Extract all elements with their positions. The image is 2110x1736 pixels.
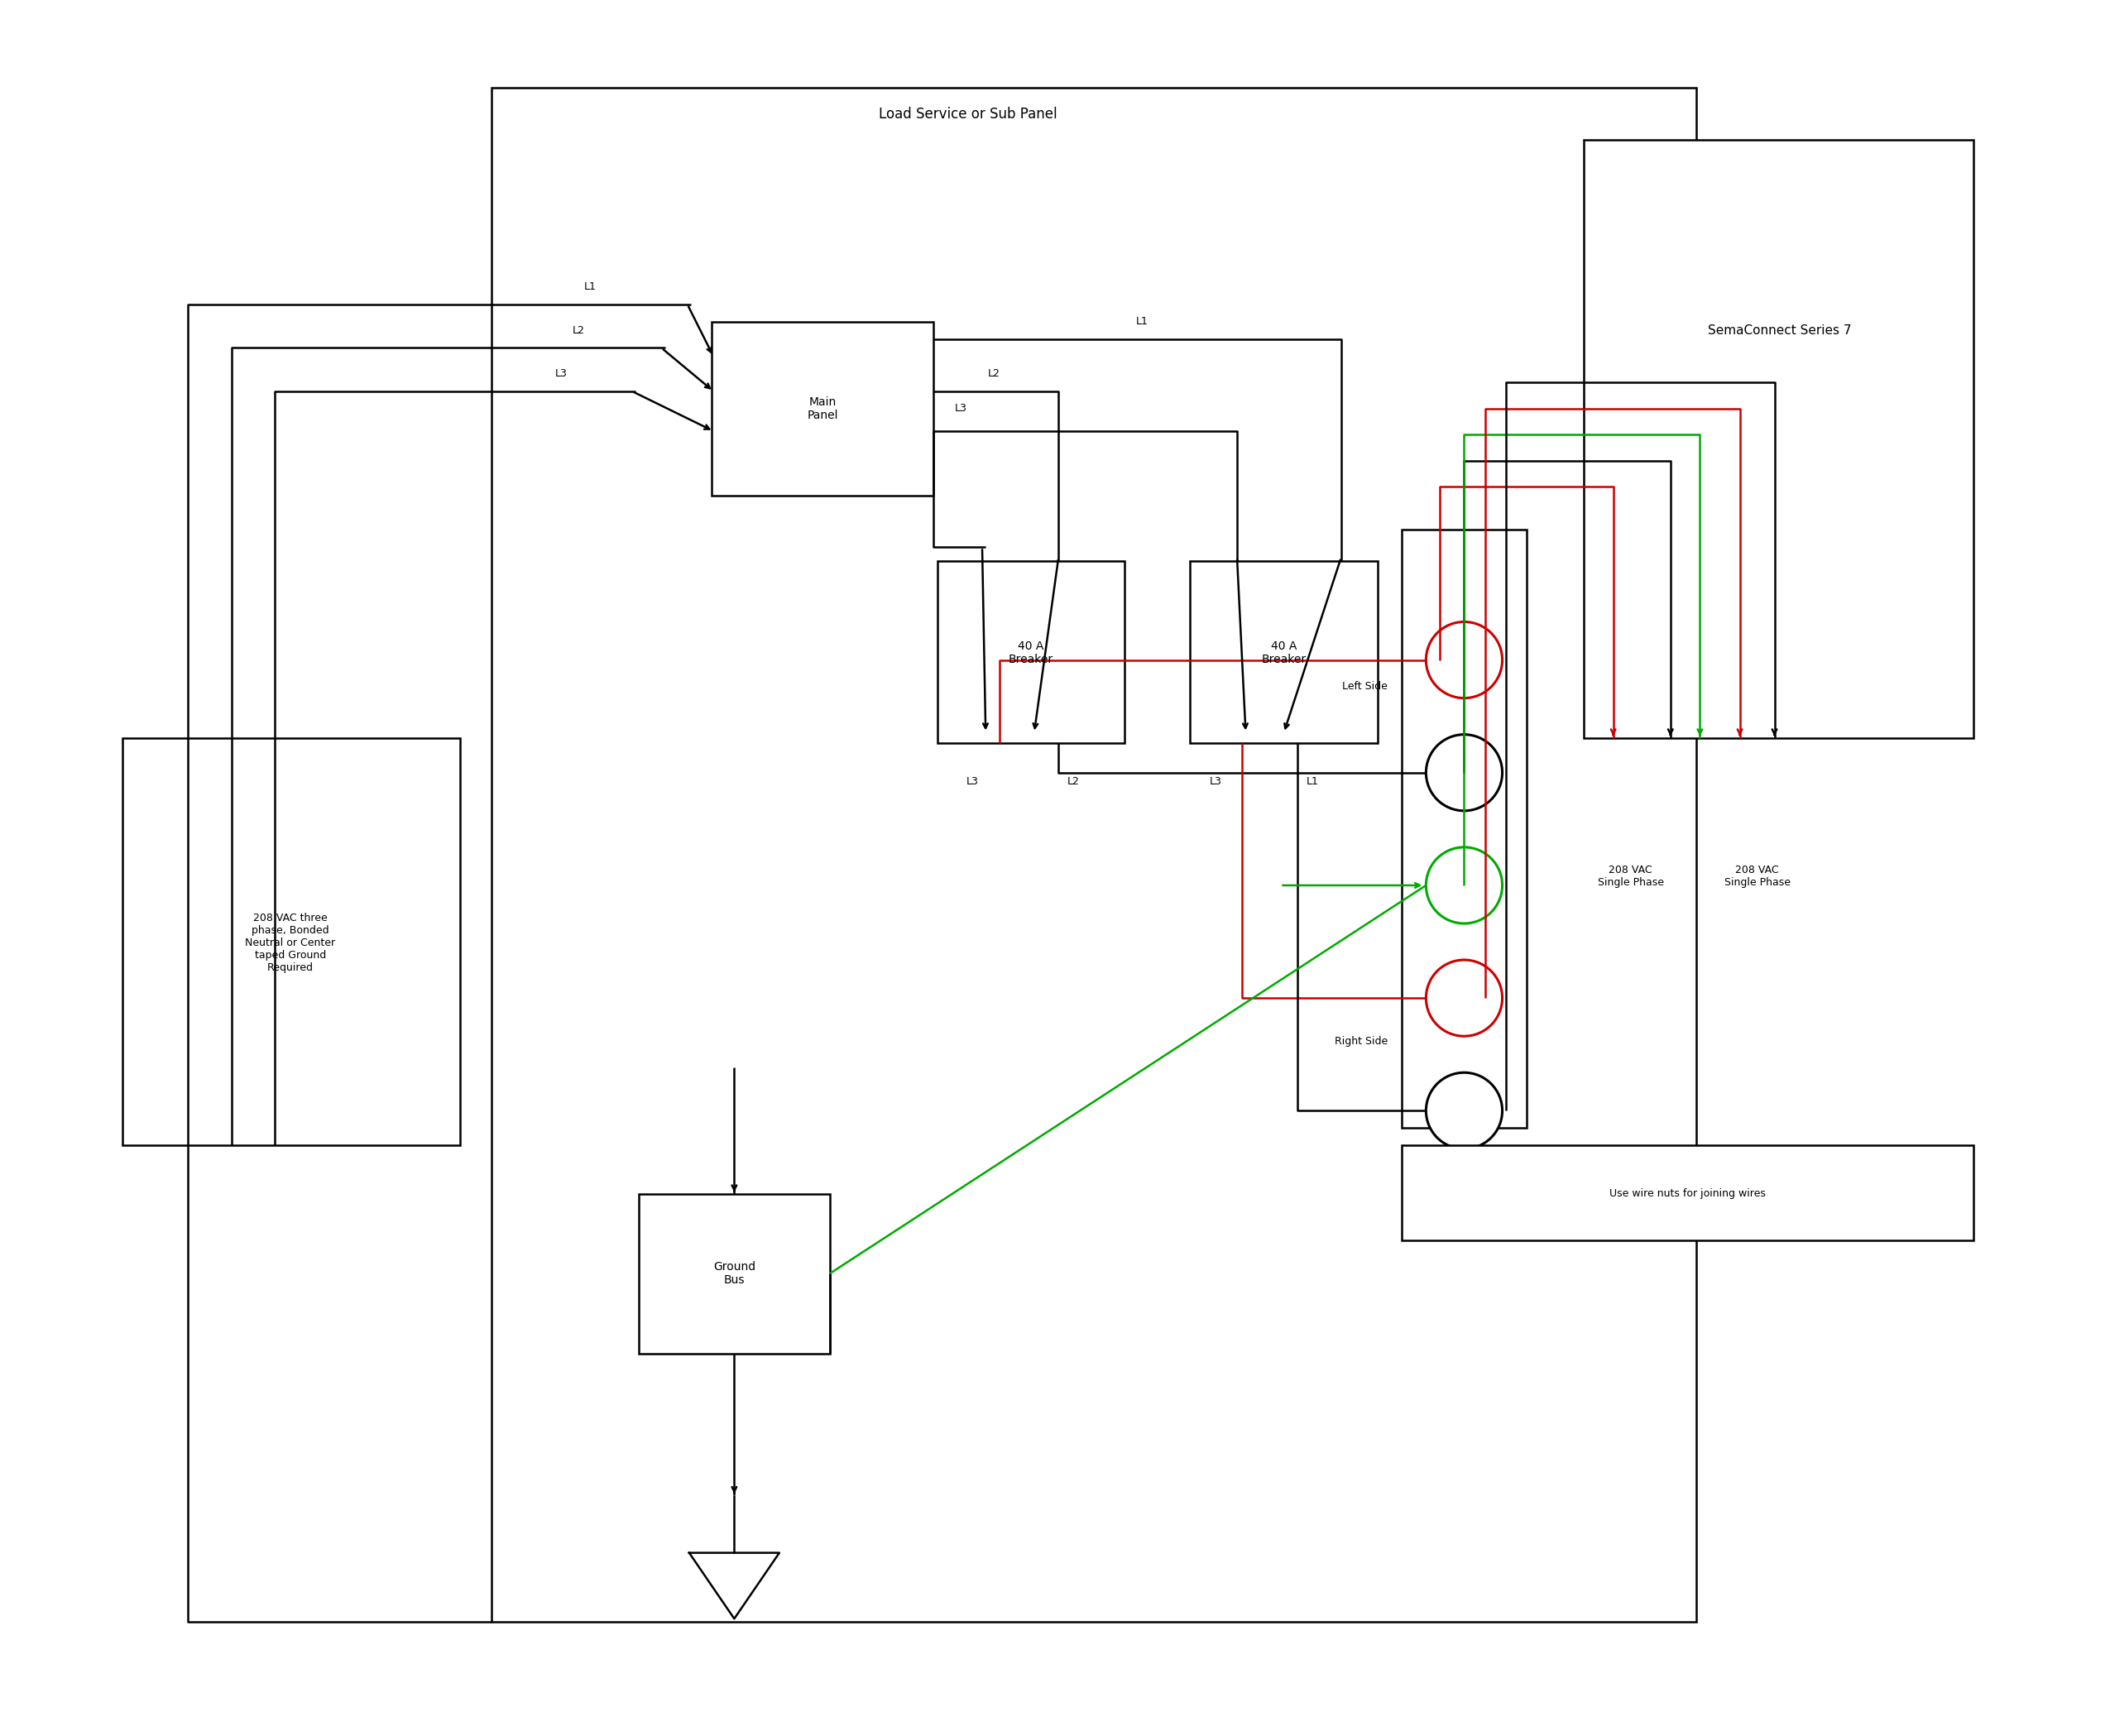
- Text: 208 VAC
Single Phase: 208 VAC Single Phase: [1724, 865, 1789, 889]
- Bar: [1585, 141, 1973, 738]
- Circle shape: [1426, 960, 1502, 1036]
- Bar: [1401, 1146, 1973, 1241]
- Circle shape: [1426, 847, 1502, 924]
- Text: Right Side: Right Side: [1336, 1036, 1388, 1047]
- Text: L3: L3: [1209, 776, 1222, 786]
- Text: L2: L2: [1068, 776, 1080, 786]
- Text: Ground
Bus: Ground Bus: [713, 1260, 755, 1286]
- Text: Left Side: Left Side: [1342, 681, 1388, 691]
- Text: Main
Panel: Main Panel: [808, 396, 838, 422]
- Text: L3: L3: [954, 403, 966, 413]
- Bar: [1401, 529, 1526, 1128]
- Text: L1: L1: [1306, 776, 1319, 786]
- Bar: [639, 1194, 829, 1354]
- Text: L3: L3: [555, 368, 568, 378]
- Text: 208 VAC
Single Phase: 208 VAC Single Phase: [1597, 865, 1663, 889]
- Text: 40 A
Breaker: 40 A Breaker: [1009, 641, 1053, 665]
- Text: L1: L1: [584, 281, 597, 292]
- Text: SemaConnect Series 7: SemaConnect Series 7: [1707, 325, 1850, 337]
- Text: L1: L1: [1135, 316, 1148, 326]
- Bar: [711, 321, 933, 495]
- Bar: [1190, 561, 1378, 743]
- Circle shape: [1426, 621, 1502, 698]
- Text: Use wire nuts for joining wires: Use wire nuts for joining wires: [1610, 1189, 1766, 1200]
- Text: Load Service or Sub Panel: Load Service or Sub Panel: [880, 106, 1057, 122]
- Text: 40 A
Breaker: 40 A Breaker: [1262, 641, 1306, 665]
- Text: 208 VAC three
phase, Bonded
Neutral or Center
taped Ground
Required: 208 VAC three phase, Bonded Neutral or C…: [245, 913, 335, 972]
- Circle shape: [1426, 1073, 1502, 1149]
- Text: L2: L2: [572, 325, 584, 335]
- Bar: [492, 89, 1696, 1621]
- Bar: [937, 561, 1125, 743]
- Circle shape: [1426, 734, 1502, 811]
- Text: L3: L3: [966, 776, 979, 786]
- Bar: [122, 738, 460, 1146]
- Text: L2: L2: [987, 368, 1000, 378]
